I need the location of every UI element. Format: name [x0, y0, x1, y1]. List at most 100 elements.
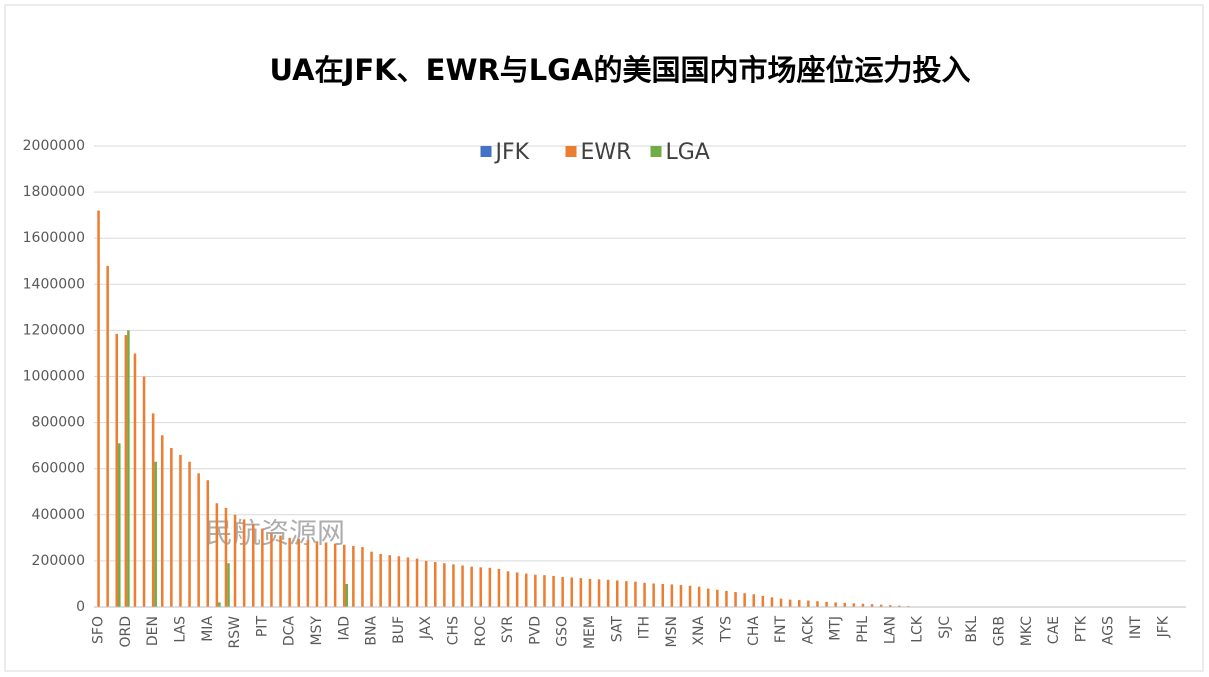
x-tick-label: CHA: [746, 616, 762, 646]
bar: [561, 577, 564, 607]
bar: [151, 413, 155, 607]
bar: [716, 589, 719, 607]
bar: [852, 603, 856, 607]
x-tick-label: SFO: [91, 616, 107, 644]
x-tick-label: FNT: [773, 616, 789, 644]
bar: [206, 480, 210, 607]
x-tick-label: BUF: [391, 616, 407, 644]
bar: [188, 461, 191, 607]
bar: [133, 353, 137, 607]
y-tick-label: 1000000: [23, 369, 85, 385]
bar: [888, 605, 892, 607]
x-tick-label: BNA: [364, 616, 380, 646]
y-tick-label: 2000000: [23, 138, 85, 154]
bar: [524, 573, 528, 607]
x-tick-label: PTK: [1073, 615, 1089, 642]
bar: [197, 473, 200, 607]
bar: [115, 333, 119, 607]
bar: [898, 605, 901, 607]
bar: [834, 602, 837, 607]
bar: [97, 210, 100, 608]
bar: [415, 558, 419, 607]
bar: [570, 577, 574, 607]
bar: [534, 574, 537, 607]
y-tick-label: 1600000: [23, 230, 85, 246]
x-tick-label: INT: [1128, 616, 1144, 640]
bar: [342, 544, 346, 607]
x-tick-label: LCK: [910, 615, 926, 643]
x-tick-label: LAS: [172, 616, 188, 643]
bar: [879, 604, 883, 607]
bar: [345, 583, 349, 607]
bar: [579, 578, 583, 607]
bar: [697, 586, 701, 607]
bar: [752, 594, 756, 607]
bar: [634, 581, 637, 607]
bar: [406, 557, 410, 607]
bar: [324, 542, 328, 607]
bar: [279, 535, 282, 607]
bar: [470, 566, 473, 607]
bar: [379, 553, 382, 607]
chart-title: UA在JFK、EWR与LGA的美国国内市场座位运力投入: [269, 53, 970, 87]
x-tick-label: ACK: [800, 615, 816, 644]
bar: [843, 602, 847, 607]
x-tick-label: SAT: [609, 616, 625, 643]
x-tick-label: DCA: [282, 616, 298, 647]
bar: [816, 601, 819, 607]
x-tick-label: RSW: [227, 616, 243, 649]
bar: [333, 543, 337, 607]
y-tick-label: 1200000: [23, 322, 85, 338]
x-tick-label: ITH: [637, 616, 653, 639]
bar: [479, 567, 483, 607]
bar: [734, 592, 737, 607]
bar: [142, 376, 146, 607]
legend-label: EWR: [581, 140, 632, 165]
bar: [443, 563, 446, 607]
bar: [679, 585, 683, 607]
legend-swatch: [480, 146, 492, 157]
bar: [625, 581, 628, 607]
bar: [306, 540, 310, 607]
bar: [543, 575, 546, 607]
bar: [515, 572, 519, 607]
bar: [615, 580, 619, 607]
bar: [643, 582, 646, 607]
bar: [270, 533, 273, 607]
bar: [170, 447, 173, 607]
x-tick-label: MEM: [582, 616, 598, 649]
x-tick-label: CHS: [445, 616, 461, 645]
legend-swatch: [565, 146, 577, 157]
bar: [124, 335, 128, 607]
bar: [160, 435, 164, 607]
x-tick-label: JFK: [1155, 615, 1171, 638]
bar: [488, 567, 492, 607]
y-tick-label: 1400000: [23, 276, 85, 292]
bar: [770, 597, 774, 607]
bar: [725, 590, 728, 607]
bar: [497, 568, 501, 607]
y-tick-label: 800000: [32, 415, 85, 431]
bar: [352, 545, 355, 607]
bar: [106, 265, 109, 607]
bar: [388, 555, 392, 607]
bar: [397, 556, 401, 607]
x-tick-label: CAE: [1046, 616, 1062, 644]
x-tick-label: MIA: [200, 616, 216, 642]
x-tick-label: AGS: [1101, 616, 1117, 645]
bar: [433, 562, 437, 607]
bar: [424, 560, 428, 607]
bar: [127, 330, 130, 607]
bar: [461, 565, 464, 607]
bar: [233, 514, 237, 607]
bar: [797, 600, 801, 607]
x-tick-label: XNA: [691, 616, 707, 646]
x-tick-label: MTJ: [828, 616, 844, 641]
bar: [297, 539, 301, 607]
bar: [825, 601, 828, 607]
bar: [251, 524, 255, 607]
bar: [743, 593, 746, 607]
x-tick-label: BKL: [964, 616, 980, 643]
bar: [670, 584, 674, 607]
